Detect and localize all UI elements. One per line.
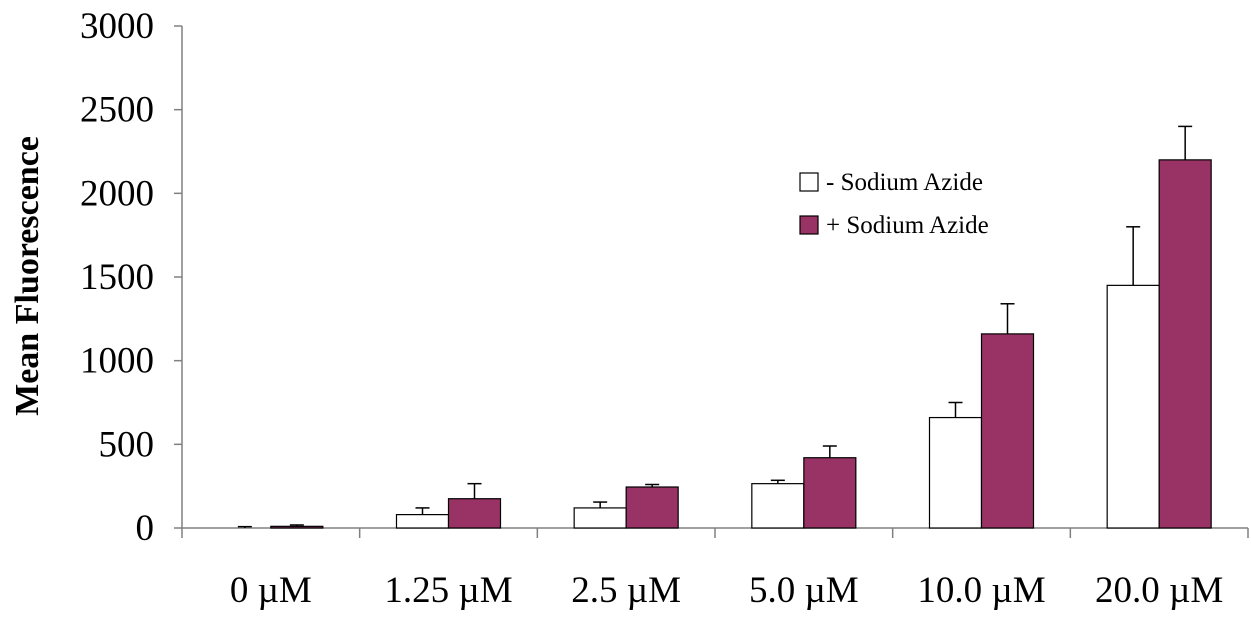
y-ticks: 0 500 1000 1500 2000 2500 3000 <box>80 6 182 549</box>
y-tick-label: 1000 <box>80 341 154 382</box>
bar-minus-sodium-azide <box>573 507 627 529</box>
y-tick-label: 2500 <box>80 90 154 131</box>
bar-plus-sodium-azide <box>270 525 324 529</box>
legend: - Sodium Azide + Sodium Azide <box>799 169 989 239</box>
bar-plus-sodium-azide <box>625 486 679 529</box>
x-ticks: 0 µM 1.25 µM 2.5 µM 5.0 µM 10.0 µM 20.0 µM <box>181 528 1249 611</box>
bar-plus-sodium-azide <box>1158 159 1212 529</box>
bars <box>270 159 1212 529</box>
legend-swatch <box>799 215 819 235</box>
bar-minus-sodium-azide <box>928 416 983 529</box>
axes <box>181 26 1248 529</box>
error-bars <box>237 125 1193 528</box>
y-axis-title: Mean Fluorescence <box>9 136 46 416</box>
bar-plus-sodium-azide <box>803 457 857 529</box>
bar-minus-sodium-azide <box>1106 284 1160 529</box>
y-tick-label: 500 <box>99 424 155 465</box>
x-tick-label: 10.0 µM <box>917 570 1045 611</box>
y-tick-label: 3000 <box>80 6 154 47</box>
y-tick-label: 0 <box>136 508 155 549</box>
legend-label: + Sodium Azide <box>826 212 989 239</box>
y-tick-label: 1500 <box>80 257 154 298</box>
x-tick-label: 1.25 µM <box>384 570 512 611</box>
x-tick-label: 2.5 µM <box>571 570 681 611</box>
bar-minus-sodium-azide <box>751 483 805 529</box>
legend-swatch <box>799 172 819 192</box>
y-axis-title-group: Mean Fluorescence <box>9 136 46 416</box>
bar-minus-sodium-azide <box>395 514 450 529</box>
y-tick-label: 2000 <box>80 173 154 214</box>
x-tick-label: 5.0 µM <box>749 570 859 611</box>
bar-plus-sodium-azide <box>980 333 1035 529</box>
x-tick-label: 0 µM <box>230 570 312 611</box>
legend-label: - Sodium Azide <box>826 169 983 196</box>
bar-plus-sodium-azide <box>447 498 502 529</box>
x-tick-label: 20.0 µM <box>1095 570 1223 611</box>
